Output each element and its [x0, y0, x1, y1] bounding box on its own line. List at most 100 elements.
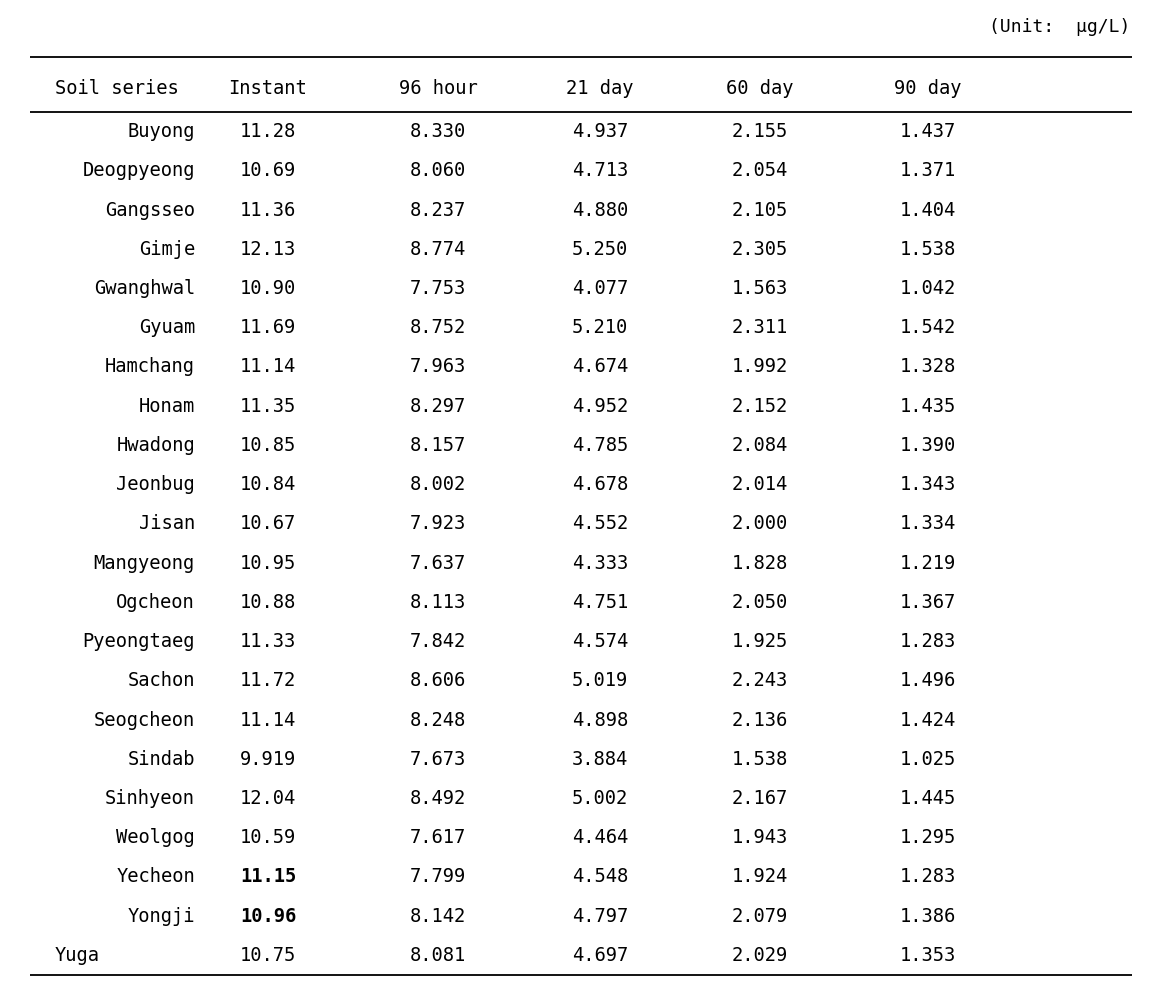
- Text: 4.797: 4.797: [572, 907, 629, 926]
- Text: Weolgog: Weolgog: [116, 828, 195, 847]
- Text: Sachon: Sachon: [128, 672, 195, 691]
- Text: 11.15: 11.15: [239, 868, 296, 887]
- Text: 5.002: 5.002: [572, 789, 629, 808]
- Text: 2.000: 2.000: [732, 515, 788, 534]
- Text: 8.774: 8.774: [410, 240, 466, 259]
- Text: 10.88: 10.88: [239, 593, 296, 612]
- Text: 1.386: 1.386: [899, 907, 956, 926]
- Text: 4.678: 4.678: [572, 475, 629, 494]
- Text: 2.305: 2.305: [732, 240, 788, 259]
- Text: 10.75: 10.75: [239, 946, 296, 965]
- Text: 4.880: 4.880: [572, 200, 629, 219]
- Text: 11.35: 11.35: [239, 396, 296, 415]
- Text: 12.13: 12.13: [239, 240, 296, 259]
- Text: 1.328: 1.328: [899, 357, 956, 376]
- Text: 2.311: 2.311: [732, 318, 788, 337]
- Text: Gimje: Gimje: [138, 240, 195, 259]
- Text: 10.84: 10.84: [239, 475, 296, 494]
- Text: Jeonbug: Jeonbug: [116, 475, 195, 494]
- Text: 4.937: 4.937: [572, 122, 629, 141]
- Text: 10.59: 10.59: [239, 828, 296, 847]
- Text: 10.85: 10.85: [239, 435, 296, 454]
- Text: Seogcheon: Seogcheon: [94, 711, 195, 730]
- Text: 4.785: 4.785: [572, 435, 629, 454]
- Text: 2.167: 2.167: [732, 789, 788, 808]
- Text: 4.713: 4.713: [572, 161, 629, 180]
- Text: 8.060: 8.060: [410, 161, 466, 180]
- Text: 21 day: 21 day: [566, 78, 633, 97]
- Text: 8.297: 8.297: [410, 396, 466, 415]
- Text: 1.943: 1.943: [732, 828, 788, 847]
- Text: 2.054: 2.054: [732, 161, 788, 180]
- Text: (Unit:  μg/L): (Unit: μg/L): [989, 18, 1129, 36]
- Text: Yongji: Yongji: [128, 907, 195, 926]
- Text: 7.799: 7.799: [410, 868, 466, 887]
- Text: 4.077: 4.077: [572, 279, 629, 298]
- Text: 1.538: 1.538: [732, 750, 788, 769]
- Text: 11.72: 11.72: [239, 672, 296, 691]
- Text: 10.67: 10.67: [239, 515, 296, 534]
- Text: 8.248: 8.248: [410, 711, 466, 730]
- Text: 5.250: 5.250: [572, 240, 629, 259]
- Text: 1.435: 1.435: [899, 396, 956, 415]
- Text: 11.28: 11.28: [239, 122, 296, 141]
- Text: Hwadong: Hwadong: [116, 435, 195, 454]
- Text: 8.142: 8.142: [410, 907, 466, 926]
- Text: 10.95: 10.95: [239, 554, 296, 573]
- Text: 1.371: 1.371: [899, 161, 956, 180]
- Text: 4.552: 4.552: [572, 515, 629, 534]
- Text: 1.424: 1.424: [899, 711, 956, 730]
- Text: Gwanghwal: Gwanghwal: [94, 279, 195, 298]
- Text: 9.919: 9.919: [239, 750, 296, 769]
- Text: 2.084: 2.084: [732, 435, 788, 454]
- Text: 1.437: 1.437: [899, 122, 956, 141]
- Text: 4.751: 4.751: [572, 593, 629, 612]
- Text: Yuga: Yuga: [55, 946, 100, 965]
- Text: 8.002: 8.002: [410, 475, 466, 494]
- Text: Sinhyeon: Sinhyeon: [105, 789, 195, 808]
- Text: Ogcheon: Ogcheon: [116, 593, 195, 612]
- Text: 2.029: 2.029: [732, 946, 788, 965]
- Text: Hamchang: Hamchang: [105, 357, 195, 376]
- Text: 2.243: 2.243: [732, 672, 788, 691]
- Text: 1.042: 1.042: [899, 279, 956, 298]
- Text: Jisan: Jisan: [138, 515, 195, 534]
- Text: 3.884: 3.884: [572, 750, 629, 769]
- Text: 1.334: 1.334: [899, 515, 956, 534]
- Text: Yecheon: Yecheon: [116, 868, 195, 887]
- Text: 2.155: 2.155: [732, 122, 788, 141]
- Text: 11.33: 11.33: [239, 632, 296, 651]
- Text: 4.333: 4.333: [572, 554, 629, 573]
- Text: 1.219: 1.219: [899, 554, 956, 573]
- Text: 2.152: 2.152: [732, 396, 788, 415]
- Text: 8.492: 8.492: [410, 789, 466, 808]
- Text: Honam: Honam: [138, 396, 195, 415]
- Text: 1.353: 1.353: [899, 946, 956, 965]
- Text: 5.210: 5.210: [572, 318, 629, 337]
- Text: 8.081: 8.081: [410, 946, 466, 965]
- Text: Buyong: Buyong: [128, 122, 195, 141]
- Text: 11.14: 11.14: [239, 711, 296, 730]
- Text: 8.157: 8.157: [410, 435, 466, 454]
- Text: 1.390: 1.390: [899, 435, 956, 454]
- Text: 4.574: 4.574: [572, 632, 629, 651]
- Text: Sindab: Sindab: [128, 750, 195, 769]
- Text: 7.963: 7.963: [410, 357, 466, 376]
- Text: 10.96: 10.96: [239, 907, 296, 926]
- Text: 96 hour: 96 hour: [399, 78, 478, 97]
- Text: 2.105: 2.105: [732, 200, 788, 219]
- Text: 2.136: 2.136: [732, 711, 788, 730]
- Text: 60 day: 60 day: [726, 78, 794, 97]
- Text: 1.542: 1.542: [899, 318, 956, 337]
- Text: 1.025: 1.025: [899, 750, 956, 769]
- Text: 1.925: 1.925: [732, 632, 788, 651]
- Text: 7.842: 7.842: [410, 632, 466, 651]
- Text: 11.36: 11.36: [239, 200, 296, 219]
- Text: Gangsseo: Gangsseo: [105, 200, 195, 219]
- Text: 1.283: 1.283: [899, 868, 956, 887]
- Text: 1.367: 1.367: [899, 593, 956, 612]
- Text: 2.014: 2.014: [732, 475, 788, 494]
- Text: Mangyeong: Mangyeong: [94, 554, 195, 573]
- Text: 1.992: 1.992: [732, 357, 788, 376]
- Text: 10.90: 10.90: [239, 279, 296, 298]
